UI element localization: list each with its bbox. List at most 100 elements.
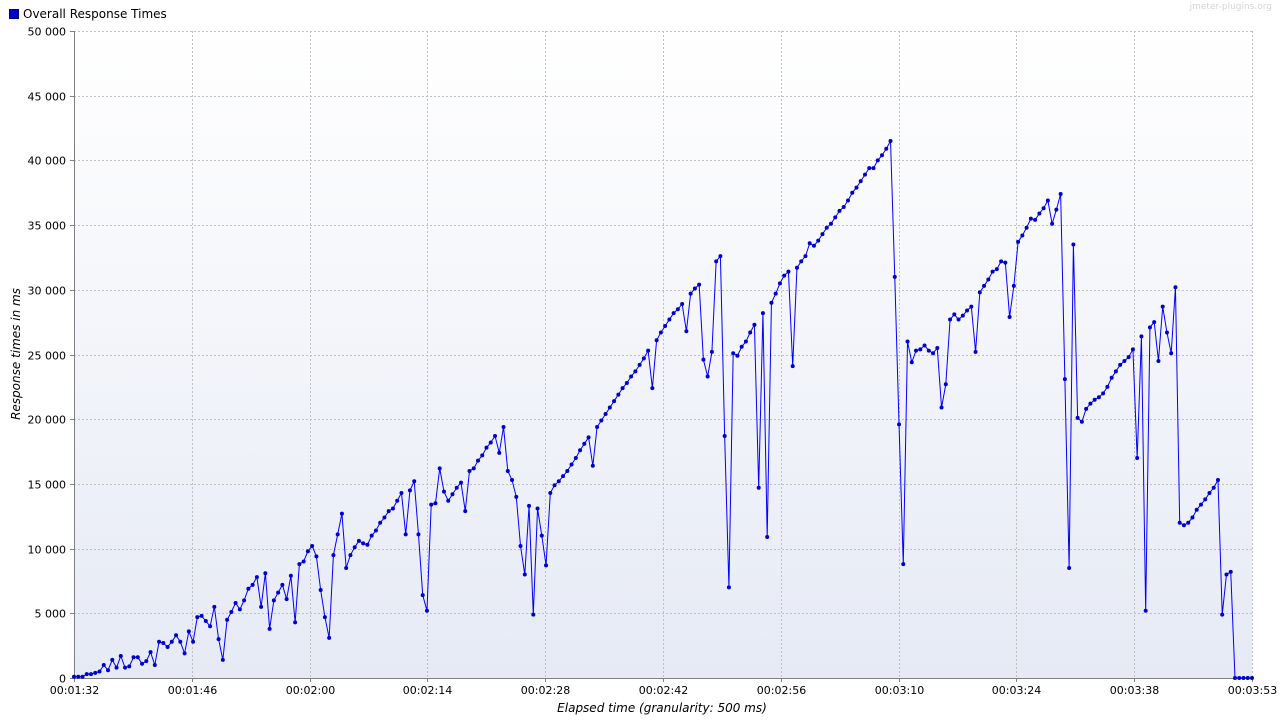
data-point bbox=[582, 441, 587, 446]
data-point bbox=[407, 488, 412, 493]
data-point bbox=[1058, 192, 1063, 197]
data-point bbox=[939, 405, 944, 410]
data-point bbox=[446, 498, 451, 503]
x-tick-label: 00:02:42 bbox=[639, 684, 688, 697]
data-point bbox=[1105, 384, 1110, 389]
x-tick-label: 00:01:32 bbox=[50, 684, 99, 697]
data-point bbox=[548, 490, 553, 495]
data-point bbox=[739, 344, 744, 349]
data-point bbox=[76, 674, 81, 679]
data-point bbox=[1045, 198, 1050, 203]
data-point bbox=[1232, 676, 1237, 680]
data-point bbox=[220, 657, 225, 662]
data-point bbox=[731, 351, 736, 356]
data-point bbox=[714, 259, 719, 264]
data-point bbox=[828, 221, 833, 226]
y-tick-label: 5 000 bbox=[35, 608, 67, 621]
data-point bbox=[726, 585, 731, 590]
data-point bbox=[646, 348, 651, 353]
data-point bbox=[416, 532, 421, 537]
y-tick-label: 45 000 bbox=[28, 91, 67, 104]
data-point bbox=[790, 364, 795, 369]
data-point bbox=[293, 620, 298, 625]
data-point bbox=[1050, 221, 1055, 226]
data-point bbox=[497, 450, 502, 455]
data-point bbox=[476, 458, 481, 463]
data-point bbox=[960, 313, 965, 318]
data-point bbox=[675, 307, 680, 312]
data-point bbox=[335, 532, 340, 537]
data-point bbox=[161, 641, 166, 646]
data-point bbox=[833, 215, 838, 220]
data-point bbox=[216, 637, 221, 642]
data-point bbox=[888, 138, 893, 143]
data-point bbox=[718, 254, 723, 259]
data-point bbox=[1028, 216, 1033, 221]
data-point bbox=[824, 225, 829, 230]
data-point bbox=[127, 664, 132, 669]
data-point bbox=[1228, 569, 1233, 574]
x-tick-label: 00:02:28 bbox=[521, 684, 570, 697]
data-point bbox=[1177, 520, 1182, 525]
data-point bbox=[437, 466, 442, 471]
data-point bbox=[165, 644, 170, 649]
data-point bbox=[1135, 456, 1140, 461]
y-tick-label: 15 000 bbox=[28, 479, 67, 492]
data-point bbox=[454, 485, 459, 490]
data-point bbox=[378, 520, 383, 525]
data-point bbox=[658, 330, 663, 335]
data-point bbox=[157, 639, 162, 644]
x-tick-label: 00:03:38 bbox=[1110, 684, 1159, 697]
data-point bbox=[1203, 497, 1208, 502]
data-point bbox=[1067, 566, 1072, 571]
data-point bbox=[510, 478, 515, 483]
data-point bbox=[123, 665, 128, 670]
data-point bbox=[1020, 233, 1025, 238]
data-point bbox=[858, 179, 863, 184]
data-point bbox=[688, 291, 693, 296]
grid-lines bbox=[74, 31, 1253, 678]
data-point bbox=[743, 339, 748, 344]
data-point bbox=[909, 360, 914, 365]
data-point bbox=[356, 538, 361, 543]
axes: 0 5 000 10 000 15 000 20 000 25 000 30 000 35 0… bbox=[28, 26, 1278, 698]
data-point bbox=[603, 412, 608, 417]
data-point bbox=[229, 610, 234, 615]
y-tick-label: 50 000 bbox=[28, 26, 67, 39]
data-point bbox=[1033, 217, 1038, 222]
data-point bbox=[786, 269, 791, 274]
data-point bbox=[918, 347, 923, 352]
data-point bbox=[1147, 325, 1152, 330]
data-point bbox=[1007, 314, 1012, 319]
x-tick-label: 00:02:14 bbox=[403, 684, 452, 697]
data-point bbox=[1220, 612, 1225, 617]
data-point bbox=[845, 198, 850, 203]
data-point bbox=[441, 489, 446, 494]
data-point bbox=[84, 672, 89, 677]
data-point bbox=[1054, 207, 1059, 212]
data-point bbox=[650, 386, 655, 391]
data-point bbox=[977, 290, 982, 295]
data-point bbox=[361, 541, 366, 546]
data-point bbox=[892, 274, 897, 279]
legend: Overall Response Times bbox=[9, 7, 167, 21]
data-point bbox=[420, 593, 425, 598]
data-point bbox=[769, 300, 774, 305]
data-point bbox=[1088, 401, 1093, 406]
data-point bbox=[943, 382, 948, 387]
data-point bbox=[641, 356, 646, 361]
data-point bbox=[118, 654, 123, 658]
y-tick-label: 0 bbox=[59, 673, 66, 686]
data-point bbox=[1037, 211, 1042, 216]
data-point bbox=[1143, 608, 1148, 613]
data-point bbox=[1139, 334, 1144, 339]
data-point bbox=[1122, 358, 1127, 363]
data-point bbox=[1190, 515, 1195, 520]
y-tick-label: 20 000 bbox=[28, 414, 67, 427]
data-point bbox=[544, 563, 549, 568]
data-point bbox=[1245, 676, 1250, 680]
data-point bbox=[135, 655, 140, 660]
data-point bbox=[552, 483, 557, 488]
data-point bbox=[811, 243, 816, 248]
